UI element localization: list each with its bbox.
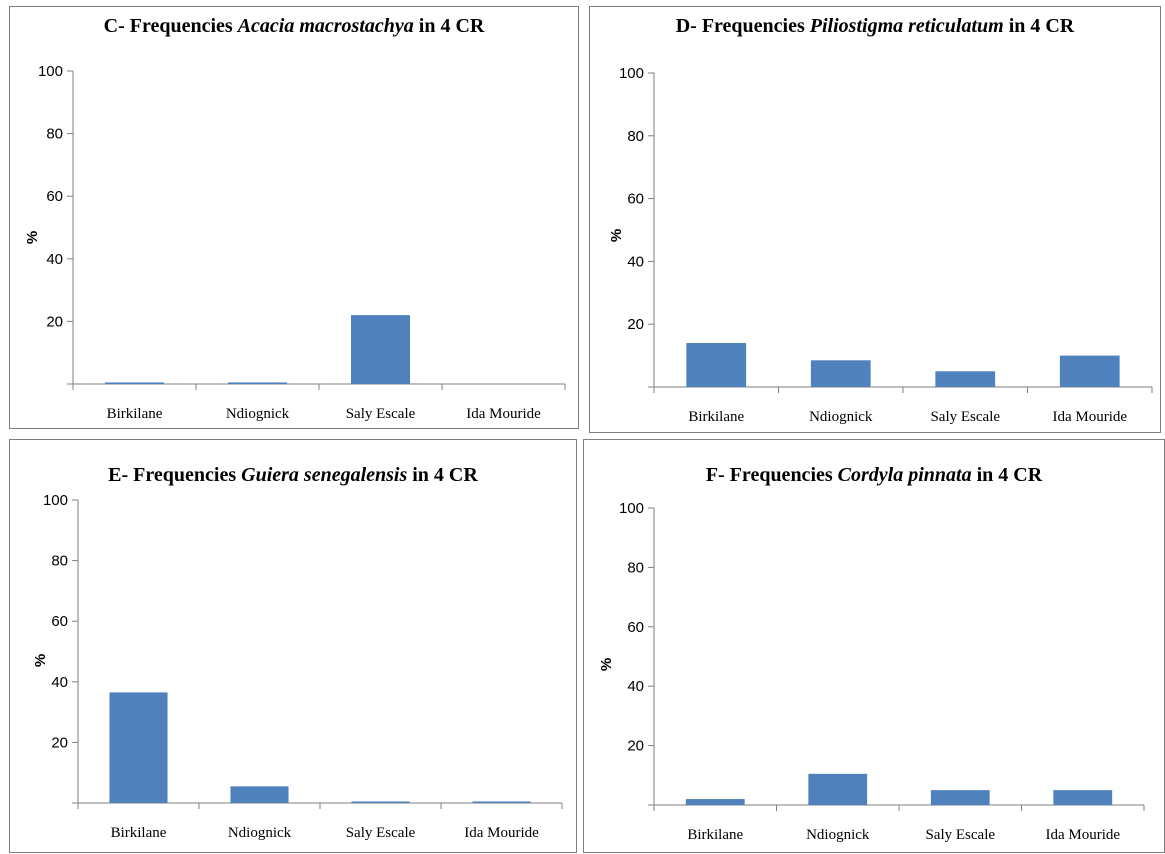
chart-panel-f: F- Frequencies Cordyla pinnata in 4 CR %… [583, 439, 1165, 853]
x-category-label: Saly Escale [925, 827, 995, 843]
bar-birkilane [104, 382, 165, 384]
bar-ndiognick [230, 786, 289, 803]
x-category-label: Saly Escale [346, 825, 416, 841]
bar-chart-e: 20 40 60 80 100 Birkilane Ndiognick Saly Escale… [43, 492, 563, 841]
bar-ida-mouride [472, 801, 531, 803]
title-prefix: F- Frequencies [705, 464, 838, 486]
bar-ida-mouride [1053, 790, 1113, 805]
bar-saly-escale [351, 801, 410, 803]
title-prefix: C- Frequencies [103, 15, 238, 37]
x-category-label: Saly Escale [346, 406, 416, 422]
y-tick-label: 20 [46, 313, 63, 330]
chart-panel-d: D- Frequencies Piliostigma reticulatum i… [589, 6, 1161, 433]
x-category-label: Ndiognick [806, 827, 870, 843]
bar-chart-f: 20 40 60 80 100 Birkilane Ndiognick Saly Escale… [619, 500, 1145, 843]
bar-birkilane [685, 799, 745, 805]
bar-saly-escale [350, 315, 411, 384]
y-tick-label: 40 [627, 253, 644, 270]
bar-birkilane [686, 343, 747, 387]
title-species: Cordyla pinnata [837, 464, 972, 486]
y-tick-label: 20 [627, 738, 644, 755]
x-category-label: Birkilane [107, 406, 163, 422]
bar-birkilane [109, 692, 168, 803]
bar-chart-d: 20 40 60 80 100 Birkilane Ndiognick Saly Escale… [619, 65, 1153, 425]
bar-ndiognick [810, 360, 871, 387]
x-category-label: Saly Escale [930, 409, 1000, 425]
y-tick-label: 100 [43, 492, 68, 509]
chart-title: C- Frequencies Acacia macrostachya in 4 … [10, 15, 578, 38]
y-tick-label: 80 [46, 126, 63, 143]
y-tick-label: 100 [619, 500, 644, 517]
title-prefix: E- Frequencies [108, 464, 242, 486]
y-tick-label: 40 [46, 251, 63, 268]
x-category-label: Ida Mouride [466, 406, 541, 422]
bar-saly-escale [930, 790, 990, 805]
bar-ndiognick [227, 382, 288, 384]
bar-chart-c: 20 40 60 80 100 Birkilane Ndiognick Saly Escale… [38, 63, 566, 422]
x-category-label: Ida Mouride [464, 825, 539, 841]
y-tick-label: 20 [627, 316, 644, 333]
title-suffix: in 4 CR [413, 15, 485, 37]
x-category-label: Birkilane [687, 827, 743, 843]
y-tick-label: 60 [627, 191, 644, 208]
y-tick-label: 20 [51, 734, 68, 751]
title-species: Piliostigma reticulatum [809, 15, 1004, 37]
y-tick-label: 80 [51, 553, 68, 570]
y-tick-label: 100 [619, 65, 644, 82]
y-tick-label: 60 [627, 619, 644, 636]
title-suffix: in 4 CR [407, 464, 478, 486]
title-species: Acacia macrostachya [237, 15, 414, 37]
chart-title: F- Frequencies Cordyla pinnata in 4 CR [584, 464, 1164, 487]
x-category-label: Ndiognick [809, 409, 873, 425]
x-category-label: Ida Mouride [1052, 409, 1127, 425]
y-tick-label: 40 [627, 678, 644, 695]
bar-ndiognick [808, 773, 868, 805]
y-tick-label: 80 [627, 128, 644, 145]
title-suffix: in 4 CR [1003, 15, 1075, 37]
bar-saly-escale [935, 371, 996, 387]
chart-panel-e: E- Frequencies Guiera senegalensis in 4 … [9, 439, 577, 853]
title-prefix: D- Frequencies [675, 15, 810, 37]
x-category-label: Birkilane [688, 409, 744, 425]
chart-panel-c: C- Frequencies Acacia macrostachya in 4 … [9, 6, 579, 429]
y-tick-label: 60 [46, 188, 63, 205]
chart-title: E- Frequencies Guiera senegalensis in 4 … [10, 464, 576, 487]
y-tick-label: 60 [51, 613, 68, 630]
bar-ida-mouride [1059, 355, 1120, 387]
x-category-label: Ndiognick [226, 406, 290, 422]
x-category-label: Birkilane [111, 825, 167, 841]
x-category-label: Ndiognick [228, 825, 292, 841]
chart-title: D- Frequencies Piliostigma reticulatum i… [590, 15, 1160, 38]
x-category-label: Ida Mouride [1045, 827, 1120, 843]
title-species: Guiera senegalensis [241, 464, 408, 486]
title-suffix: in 4 CR [971, 464, 1043, 486]
y-tick-label: 80 [627, 559, 644, 576]
y-tick-label: 100 [38, 63, 63, 80]
y-tick-label: 40 [51, 674, 68, 691]
